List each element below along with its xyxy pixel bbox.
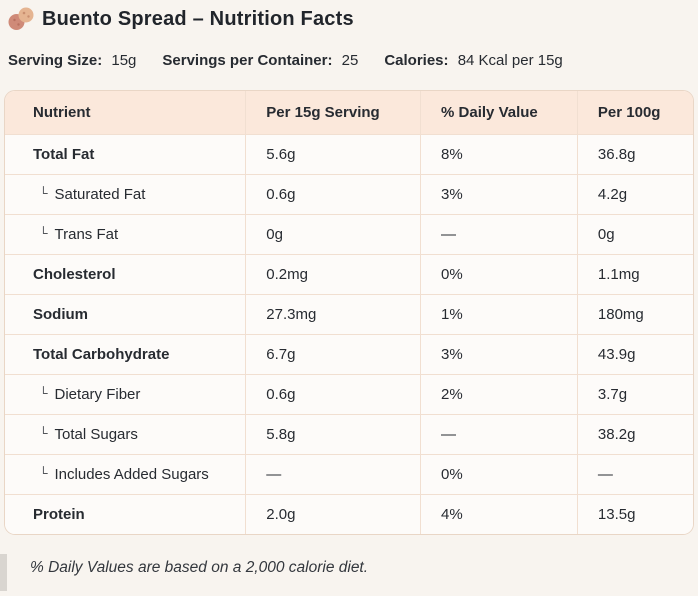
nutrient-label: Sodium xyxy=(33,306,88,323)
nutrition-table: Nutrient Per 15g Serving % Daily Value P… xyxy=(5,91,693,534)
serving-size-label: Serving Size: xyxy=(8,52,103,69)
daily-value-cell: — xyxy=(420,414,578,455)
table-row: └ Dietary Fiber 0.6g 2% 3.7g xyxy=(5,374,693,415)
table-row: Sodium 27.3mg 1% 180mg xyxy=(5,294,693,335)
table-row: Protein 2.0g 4% 13.5g xyxy=(5,494,693,534)
serving-size: Serving Size: 15g xyxy=(8,52,136,69)
nutrient-name-cell: └ Trans Fat xyxy=(5,214,246,255)
daily-value-cell: 0% xyxy=(420,454,578,495)
nutrient-label: Dietary Fiber xyxy=(54,386,141,403)
daily-value-cell: 2% xyxy=(420,374,578,415)
peanuts-icon xyxy=(8,7,34,30)
per-100g-cell: 13.5g xyxy=(576,494,693,534)
page-title: Buento Spread – Nutrition Facts xyxy=(42,7,354,30)
table-row: └ Total Sugars 5.8g — 38.2g xyxy=(5,414,693,455)
table-row: Total Carbohydrate 6.7g 3% 43.9g xyxy=(5,334,693,375)
sub-item-branch-glyph: └ xyxy=(39,426,48,440)
nutrient-label: Protein xyxy=(33,506,85,523)
nutrient-name-cell: Cholesterol xyxy=(5,254,246,295)
nutrient-name-cell: Sodium xyxy=(5,294,246,335)
per-serving-cell: — xyxy=(245,454,421,495)
table-row: └ Includes Added Sugars — 0% — xyxy=(5,454,693,495)
nutrient-label: Cholesterol xyxy=(33,266,116,283)
servings-per-container-value: 25 xyxy=(341,52,359,69)
per-100g-cell: 3.7g xyxy=(576,374,693,415)
per-100g-cell: 4.2g xyxy=(576,174,693,215)
table-header: Nutrient Per 15g Serving % Daily Value P… xyxy=(5,91,693,135)
daily-value-cell: 3% xyxy=(420,174,578,215)
per-100g-cell: 38.2g xyxy=(576,414,693,455)
per-100g-cell: 180mg xyxy=(576,294,693,335)
sub-item-branch-glyph: └ xyxy=(39,386,48,400)
per-serving-cell: 0g xyxy=(245,214,421,255)
serving-info-line: Serving Size: 15g Servings per Container… xyxy=(8,52,698,69)
daily-value-cell: 1% xyxy=(420,294,578,335)
daily-value-cell: — xyxy=(420,214,578,255)
nutrient-label: Trans Fat xyxy=(54,226,119,243)
page-header: Buento Spread – Nutrition Facts xyxy=(0,0,698,31)
nutrient-name-cell: └ Includes Added Sugars xyxy=(5,454,246,495)
per-serving-cell: 5.6g xyxy=(245,134,421,175)
per-serving-cell: 2.0g xyxy=(245,494,421,534)
nutrient-name-cell: └ Dietary Fiber xyxy=(5,374,246,415)
nutrition-table-container: Nutrient Per 15g Serving % Daily Value P… xyxy=(4,90,694,535)
per-100g-cell: 43.9g xyxy=(576,334,693,375)
nutrient-label: Saturated Fat xyxy=(54,186,146,203)
per-serving-cell: 0.6g xyxy=(245,174,421,215)
nutrient-name-cell: Total Carbohydrate xyxy=(5,334,246,375)
nutrient-name-cell: └ Saturated Fat xyxy=(5,174,246,215)
per-serving-cell: 0.6g xyxy=(245,374,421,415)
daily-value-cell: 8% xyxy=(420,134,578,175)
column-header-nutrient: Nutrient xyxy=(5,91,246,135)
nutrient-name-cell: Protein xyxy=(5,494,246,534)
per-serving-cell: 5.8g xyxy=(245,414,421,455)
servings-per-container: Servings per Container: 25 xyxy=(162,52,358,69)
header-row: Nutrient Per 15g Serving % Daily Value P… xyxy=(5,91,693,135)
sub-item-branch-glyph: └ xyxy=(39,226,48,240)
table-body: Total Fat 5.6g 8% 36.8g └ Saturated Fat 0… xyxy=(5,134,693,534)
nutrient-label: Includes Added Sugars xyxy=(54,466,209,483)
nutrient-label: Total Carbohydrate xyxy=(33,346,170,363)
sub-item-branch-glyph: └ xyxy=(39,186,48,200)
calories: Calories: 84 Kcal per 15g xyxy=(384,52,562,69)
column-header-daily-value: % Daily Value xyxy=(420,91,578,135)
daily-value-footnote: % Daily Values are based on a 2,000 calo… xyxy=(0,554,698,591)
per-serving-cell: 0.2mg xyxy=(245,254,421,295)
daily-value-cell: 4% xyxy=(420,494,578,534)
per-serving-cell: 6.7g xyxy=(245,334,421,375)
servings-per-container-label: Servings per Container: xyxy=(162,52,333,69)
table-row: Total Fat 5.6g 8% 36.8g xyxy=(5,134,693,175)
calories-value: 84 Kcal per 15g xyxy=(457,52,563,69)
per-100g-cell: 1.1mg xyxy=(576,254,693,295)
table-row: Cholesterol 0.2mg 0% 1.1mg xyxy=(5,254,693,295)
column-header-per-100g: Per 100g xyxy=(576,91,693,135)
per-100g-cell: — xyxy=(576,454,693,495)
daily-value-cell: 0% xyxy=(420,254,578,295)
per-serving-cell: 27.3mg xyxy=(245,294,421,335)
nutrient-label: Total Sugars xyxy=(54,426,138,443)
nutrient-label: Total Fat xyxy=(33,146,95,163)
nutrient-name-cell: Total Fat xyxy=(5,134,246,175)
column-header-per-serving: Per 15g Serving xyxy=(245,91,421,135)
table-row: └ Trans Fat 0g — 0g xyxy=(5,214,693,255)
per-100g-cell: 0g xyxy=(576,214,693,255)
sub-item-branch-glyph: └ xyxy=(39,466,48,480)
nutrient-name-cell: └ Total Sugars xyxy=(5,414,246,455)
calories-label: Calories: xyxy=(384,52,449,69)
table-row: └ Saturated Fat 0.6g 3% 4.2g xyxy=(5,174,693,215)
serving-size-value: 15g xyxy=(111,52,137,69)
daily-value-cell: 3% xyxy=(420,334,578,375)
per-100g-cell: 36.8g xyxy=(576,134,693,175)
